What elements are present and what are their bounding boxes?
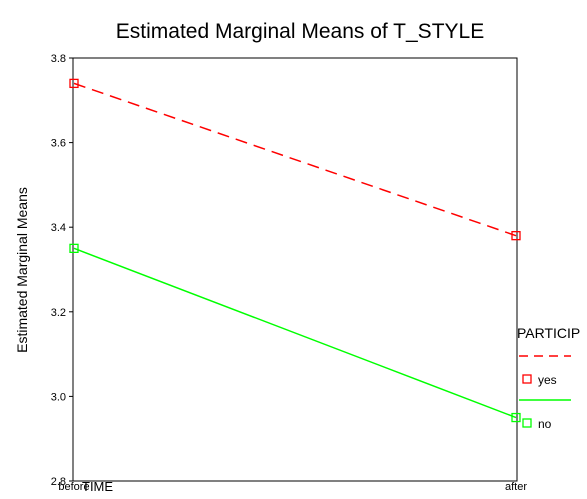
y-tick-label: 3.6 [51, 138, 66, 150]
x-axis-label: TIME [82, 479, 113, 494]
legend-items: yes no [519, 355, 571, 431]
y-axis-ticks: 2.8 3.0 3.2 3.4 3.6 3.8 [51, 53, 73, 488]
legend-marker-no [522, 418, 532, 428]
y-tick-label: 3.2 [51, 307, 66, 319]
legend-label-yes: yes [538, 373, 557, 387]
y-axis-label: Estimated Marginal Means [14, 187, 30, 353]
x-axis-ticks: before after [58, 481, 527, 493]
legend-marker-yes [522, 374, 532, 384]
chart-title: Estimated Marginal Means of T_STYLE [116, 20, 484, 43]
series-line-no [73, 247, 517, 419]
legend: PARTICIP yes no [517, 325, 580, 431]
data-point-yes [69, 78, 79, 89]
y-tick-label: 3.0 [51, 391, 66, 403]
series-layer [69, 78, 521, 423]
data-point-yes [511, 231, 521, 241]
data-point-no [69, 243, 79, 254]
y-tick-label: 2.8 [51, 476, 66, 488]
data-point-no [511, 412, 521, 423]
legend-title: PARTICIP [517, 325, 580, 341]
x-tick-label: after [505, 481, 527, 493]
y-tick-label: 3.4 [51, 222, 66, 234]
plot-area-frame [72, 57, 518, 482]
y-tick-label: 3.8 [51, 53, 66, 65]
series-line-yes [73, 82, 517, 237]
x-tick-label: before [58, 481, 89, 493]
legend-label-no: no [538, 417, 552, 431]
